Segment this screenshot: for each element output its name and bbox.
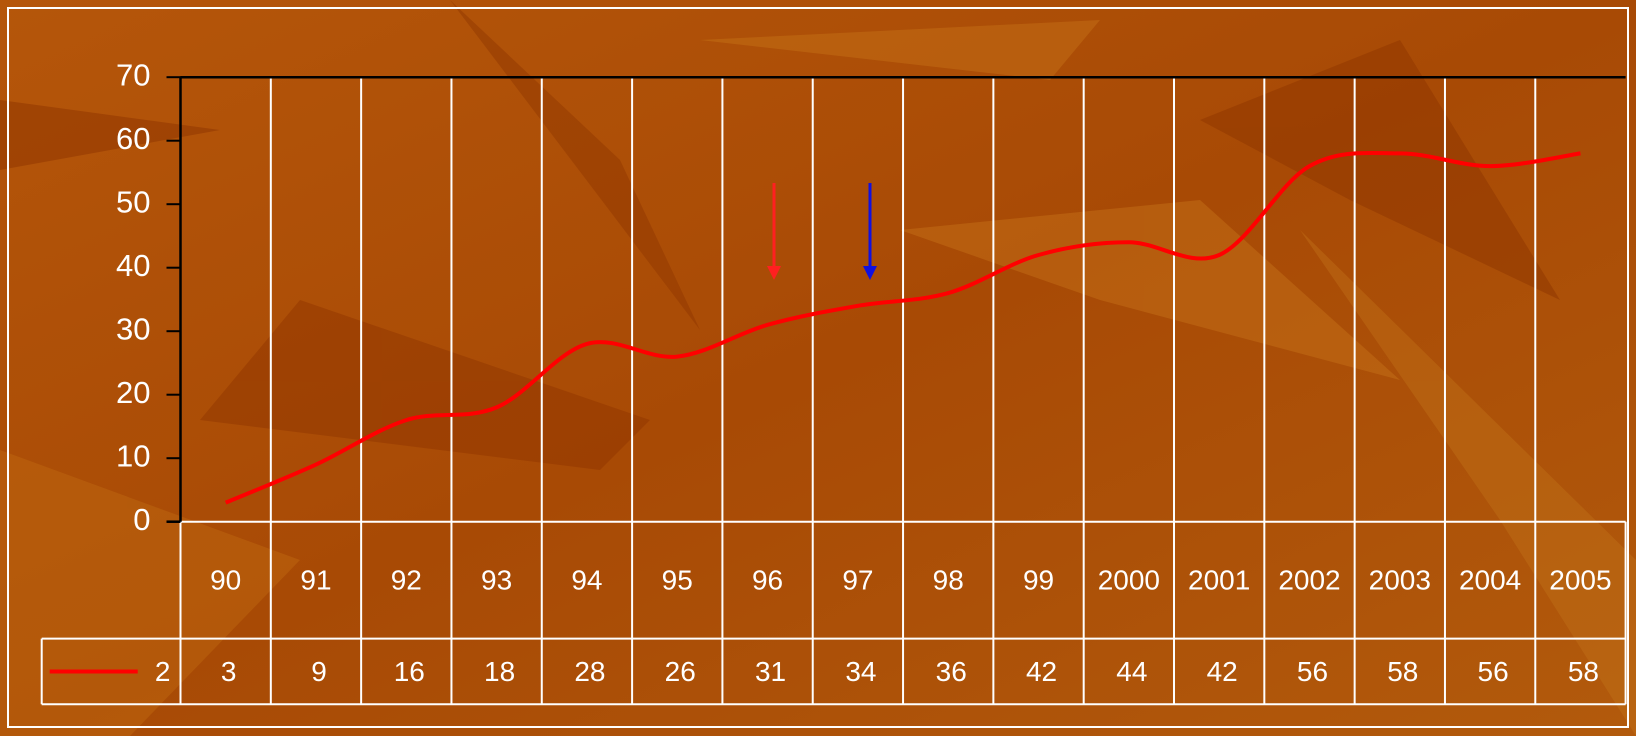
- y-tick-label: 70: [116, 57, 150, 92]
- x-tick-label: 94: [571, 565, 602, 596]
- table-value: 3: [221, 656, 237, 687]
- table-value: 44: [1116, 656, 1147, 687]
- x-tick-label: 98: [933, 565, 964, 596]
- legend-label: 2: [155, 656, 171, 687]
- table-value: 56: [1478, 656, 1509, 687]
- x-tick-label: 2004: [1459, 565, 1521, 596]
- x-tick-label: 99: [1023, 565, 1054, 596]
- table-value: 58: [1387, 656, 1418, 687]
- x-tick-label: 2001: [1188, 565, 1250, 596]
- annotation-arrows: [767, 183, 877, 280]
- red-arrow-head: [767, 266, 781, 280]
- table-value: 28: [574, 656, 605, 687]
- table-value: 18: [484, 656, 515, 687]
- y-tick-label: 30: [116, 311, 150, 346]
- x-tick-label: 96: [752, 565, 783, 596]
- table-value: 16: [394, 656, 425, 687]
- y-tick-label: 60: [116, 121, 150, 156]
- table-value: 56: [1297, 656, 1328, 687]
- table-value: 9: [311, 656, 327, 687]
- x-tick-label: 92: [391, 565, 422, 596]
- y-tick-label: 50: [116, 184, 150, 219]
- frame: [7, 7, 1629, 728]
- x-tick-label: 93: [481, 565, 512, 596]
- table-value: 42: [1026, 656, 1057, 687]
- y-tick-label: 40: [116, 248, 150, 283]
- x-tick-label: 2002: [1278, 565, 1340, 596]
- table-value: 31: [755, 656, 786, 687]
- table-value: 42: [1207, 656, 1238, 687]
- x-tick-label: 90: [210, 565, 241, 596]
- table-value: 36: [936, 656, 967, 687]
- x-tick-label: 95: [662, 565, 693, 596]
- table-value: 26: [665, 656, 696, 687]
- y-tick-label: 10: [116, 438, 150, 473]
- x-tick-label: 2000: [1098, 565, 1160, 596]
- table-value: 58: [1568, 656, 1599, 687]
- x-tick-label: 91: [300, 565, 331, 596]
- series-line: [224, 150, 1581, 505]
- x-tick-label: 2005: [1549, 565, 1611, 596]
- table-value: 34: [845, 656, 876, 687]
- x-tick-label: 2003: [1369, 565, 1431, 596]
- y-tick-label: 20: [116, 375, 150, 410]
- blue-arrow-head: [863, 266, 877, 280]
- y-tick-label: 0: [133, 502, 150, 537]
- x-tick-label: 97: [842, 565, 873, 596]
